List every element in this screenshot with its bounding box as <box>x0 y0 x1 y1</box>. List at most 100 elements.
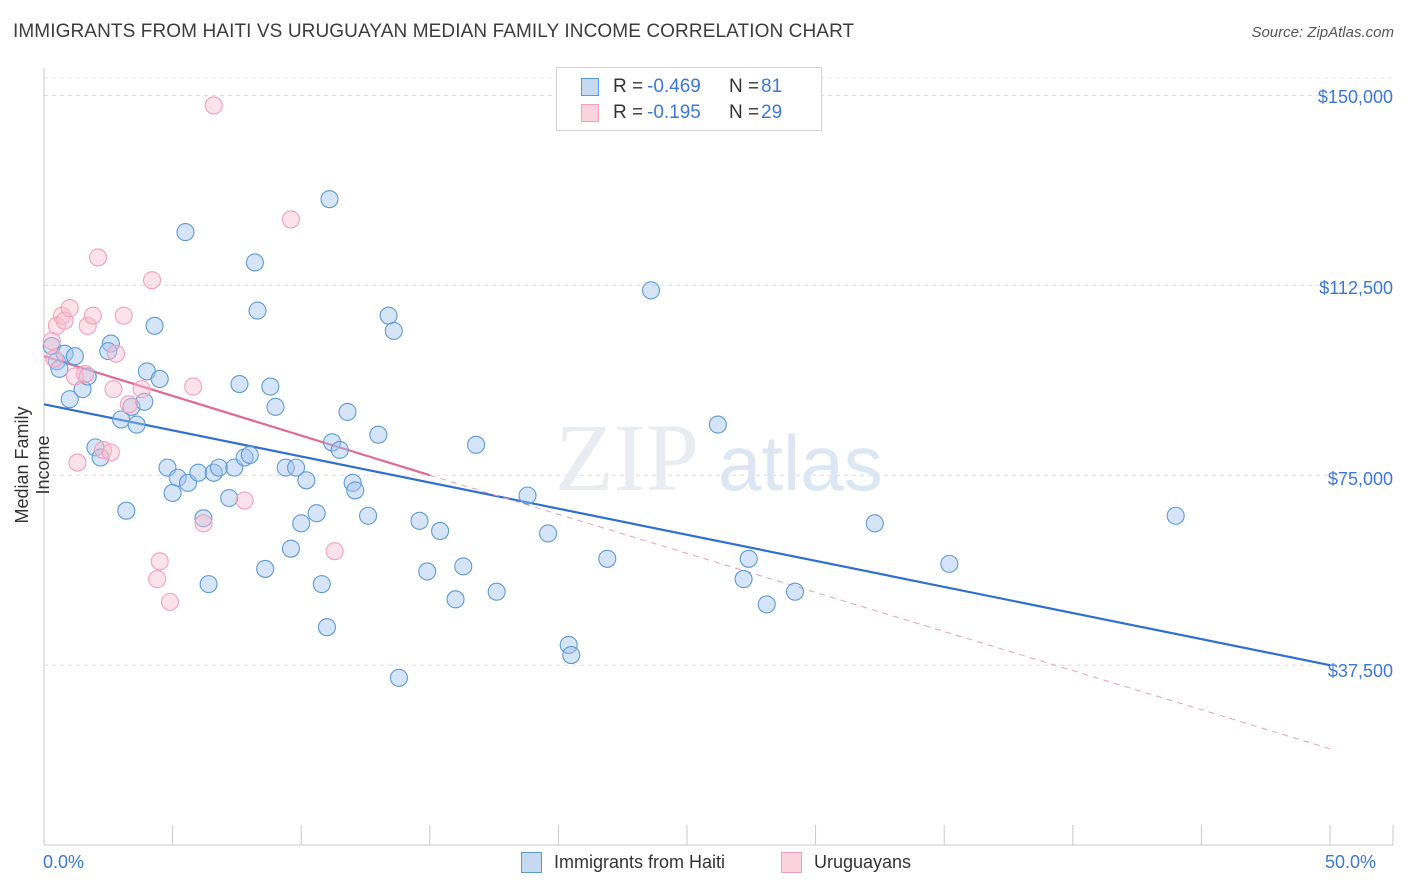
bottom-legend-haiti[interactable]: Immigrants from Haiti <box>521 852 725 873</box>
bottom-legend-uruguayans[interactable]: Uruguayans <box>781 852 911 873</box>
data-point-haiti <box>431 521 450 540</box>
legend-row-haiti: R = -0.469 N = 81 <box>581 75 782 99</box>
data-point-haiti <box>189 463 208 482</box>
data-point-haiti <box>261 377 280 396</box>
n-value: 81 <box>761 76 783 97</box>
bottom-legend-swatch-haiti <box>521 852 542 873</box>
data-point-haiti <box>379 306 398 325</box>
trend-line-uruguayans <box>429 474 1331 750</box>
data-point-uruguayans <box>204 96 223 115</box>
data-point-haiti <box>454 557 473 576</box>
data-point-uruguayans <box>83 306 102 325</box>
data-point-haiti <box>292 514 311 533</box>
bottom-legend-swatch-uruguayans <box>781 852 802 873</box>
data-point-uruguayans <box>76 364 95 383</box>
watermark-zip: ZIP <box>555 404 699 511</box>
data-point-uruguayans <box>194 514 213 533</box>
data-point-uruguayans <box>104 380 123 399</box>
data-point-uruguayans <box>106 344 126 363</box>
y-tick-label-112500: $112,500 <box>1319 278 1393 298</box>
data-point-uruguayans <box>101 443 120 462</box>
data-point-uruguayans <box>281 210 300 229</box>
data-point-haiti <box>418 562 437 581</box>
data-point-haiti <box>785 582 805 601</box>
data-point-haiti <box>562 645 581 665</box>
data-point-haiti <box>865 514 884 533</box>
data-point-haiti <box>163 483 182 503</box>
bottom-legend-label-uruguayans: Uruguayans <box>814 852 912 872</box>
data-point-haiti <box>199 575 218 594</box>
data-point-haiti <box>323 433 342 452</box>
data-point-uruguayans <box>132 380 151 399</box>
data-point-uruguayans <box>119 395 138 414</box>
data-point-haiti <box>1166 506 1185 525</box>
data-point-haiti <box>330 440 349 459</box>
data-point-uruguayans <box>88 248 108 267</box>
data-point-haiti <box>641 281 661 300</box>
data-point-haiti <box>60 390 79 409</box>
data-point-uruguayans <box>150 552 169 571</box>
data-point-uruguayans <box>142 271 162 290</box>
data-point-uruguayans <box>78 316 97 335</box>
data-point-haiti <box>338 402 357 421</box>
data-point-haiti <box>346 481 365 500</box>
data-point-haiti <box>734 570 753 589</box>
data-point-haiti <box>145 316 164 335</box>
data-point-uruguayans <box>42 331 61 351</box>
data-point-haiti <box>312 575 331 594</box>
n-label: N = <box>729 76 760 97</box>
legend-row-uruguayans: R = -0.195 N = 29 <box>581 101 782 125</box>
axes <box>43 68 1394 846</box>
data-point-uruguayans <box>114 306 133 325</box>
data-point-haiti <box>65 347 84 366</box>
gridlines <box>44 77 1393 666</box>
data-point-haiti <box>297 471 316 490</box>
trend-lines <box>43 355 1331 750</box>
data-point-haiti <box>281 539 300 558</box>
data-point-haiti <box>389 668 408 687</box>
data-point-haiti <box>359 506 378 525</box>
data-point-haiti <box>204 463 223 482</box>
data-point-haiti <box>230 375 249 394</box>
legend-swatch-uruguayans <box>581 104 599 122</box>
n-label: N = <box>729 102 760 123</box>
data-point-haiti <box>150 369 169 389</box>
data-point-uruguayans <box>68 453 87 472</box>
data-point-haiti <box>117 501 136 520</box>
data-point-haiti <box>55 344 74 363</box>
data-point-haiti <box>245 253 264 272</box>
legend-swatch-haiti <box>581 78 599 96</box>
data-point-haiti <box>598 549 617 568</box>
data-point-uruguayans <box>325 542 344 561</box>
r-value: -0.469 <box>647 76 701 97</box>
data-point-haiti <box>248 301 267 320</box>
source-label: Source: ZipAtlas.com <box>1251 24 1394 41</box>
data-point-haiti <box>220 488 239 508</box>
x-tick-label-max: 50.0% <box>1325 852 1377 872</box>
correlation-legend: R = -0.469 N = 81 R = -0.195 N = 29 <box>556 67 822 131</box>
trend-line-haiti <box>43 403 1331 667</box>
data-point-haiti <box>78 367 97 386</box>
data-point-uruguayans <box>65 367 84 386</box>
n-value: 29 <box>761 102 783 123</box>
data-point-uruguayans <box>52 306 72 325</box>
y-tick-label-150000: $150,000 <box>1317 87 1393 107</box>
data-point-haiti <box>708 415 727 434</box>
watermark-atlas: atlas <box>718 419 883 507</box>
data-point-haiti <box>384 321 403 340</box>
chart-title: IMMIGRANTS FROM HAITI VS URUGUAYAN MEDIA… <box>13 21 855 42</box>
data-point-uruguayans <box>160 592 180 611</box>
data-point-haiti <box>467 435 486 454</box>
y-tick-label-37500: $37,500 <box>1327 661 1393 681</box>
data-point-haiti <box>518 486 537 505</box>
data-point-haiti <box>940 554 959 573</box>
data-points <box>42 96 1185 687</box>
data-point-uruguayans <box>184 377 203 396</box>
data-point-haiti <box>757 595 776 614</box>
data-point-uruguayans <box>148 570 167 589</box>
data-point-haiti <box>176 223 195 242</box>
data-point-haiti <box>739 549 758 568</box>
data-point-haiti <box>168 468 187 487</box>
r-value: -0.195 <box>647 102 701 123</box>
